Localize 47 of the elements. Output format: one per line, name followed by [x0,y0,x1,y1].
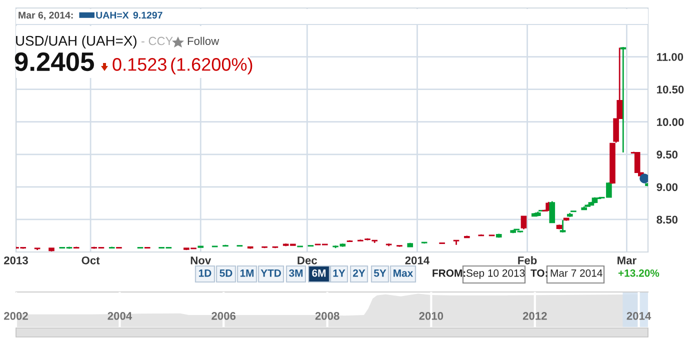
x-tick-label: 2010 [419,312,444,320]
text: 6M [312,269,326,277]
y-tick-label: 10.50 [657,86,684,94]
candlestick [520,216,527,230]
text: 5D [220,270,232,277]
x-tick-label: 2006 [212,312,236,320]
text: +13.20% [618,269,660,277]
annotation: Mar 6, 2014: [18,12,73,20]
y-tick-label: 11.00 [657,53,684,61]
y-tick-label: 9.50 [656,150,678,159]
annotation: - CCY [142,36,173,46]
text: Max [394,270,414,277]
text: 3M [289,269,303,277]
annotation: 9.1297 [133,12,162,19]
x-tick-label: 2008 [315,312,340,320]
text: FROM: [432,269,466,277]
annotation: 0.1523 [112,58,166,71]
candlestick [620,46,626,154]
y-tick-label: 9.00 [656,183,678,192]
annotation: Follow [188,36,220,45]
x-tick-label: 2004 [108,312,132,320]
x-tick-label: Dec [298,256,318,264]
text: Sep 10 2013 [466,269,525,279]
y-tick-label: 8.50 [656,216,678,224]
x-tick-label: Mar [618,256,636,264]
text: USD/UAH (UAH=X) [16,36,136,48]
text: Mar 7 2014 [550,269,602,277]
x-tick-label: 2014 [405,256,430,264]
x-tick-label: 2013 [4,256,28,264]
y-tick-label: 10.00 [657,118,684,126]
x-tick-label: 2014 [626,312,652,320]
candlestick [549,200,556,224]
x-tick-label: Oct [82,256,100,264]
text: 5Y [374,270,386,277]
text: 1M [240,270,254,277]
text: 1D [199,270,212,277]
x-tick-label: Feb [518,256,537,264]
text: YTD [260,270,281,277]
annotation: 9.2405 [14,52,94,72]
text: TO: [530,269,548,277]
annotation: (1.6200%) [171,58,252,74]
x-tick-label: 2002 [4,312,28,320]
x-tick-label: 2012 [522,312,547,320]
legend-label: UAH=X [96,12,129,19]
text: 1Y [333,270,346,277]
text: 2Y [352,269,366,277]
x-tick-label: Nov [190,256,212,264]
